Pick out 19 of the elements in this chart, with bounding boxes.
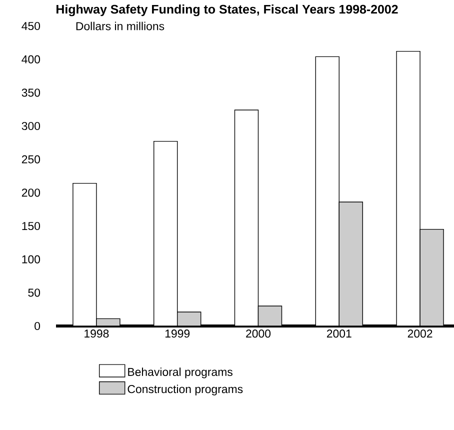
legend-label: Behavioral programs — [128, 368, 232, 378]
x-tick-label: 2000 — [246, 330, 271, 338]
y-tick-label: 0 — [34, 322, 40, 330]
y-tick-label: 400 — [22, 55, 40, 64]
y-tick-label: 350 — [22, 88, 40, 97]
x-tick-label: 2001 — [326, 330, 352, 338]
y-tick-label: 250 — [22, 155, 40, 164]
x-tick-label: 1998 — [84, 330, 109, 338]
chart-title: Highway Safety Funding to States, Fiscal Years 1998-2002 — [56, 4, 398, 16]
x-tick-label: 2002 — [408, 330, 432, 338]
y-tick-label: 200 — [22, 188, 40, 197]
y-tick-label: 50 — [28, 288, 40, 297]
y-tick-label: 150 — [22, 222, 40, 230]
y-tick-label: 300 — [22, 122, 40, 130]
x-tick-label: 1999 — [165, 330, 190, 338]
y-axis-title: Dollars in millions — [76, 22, 164, 30]
y-tick-label: 450 — [22, 22, 40, 30]
y-tick-label: 100 — [22, 255, 40, 264]
legend-label: Construction programs — [128, 384, 243, 396]
